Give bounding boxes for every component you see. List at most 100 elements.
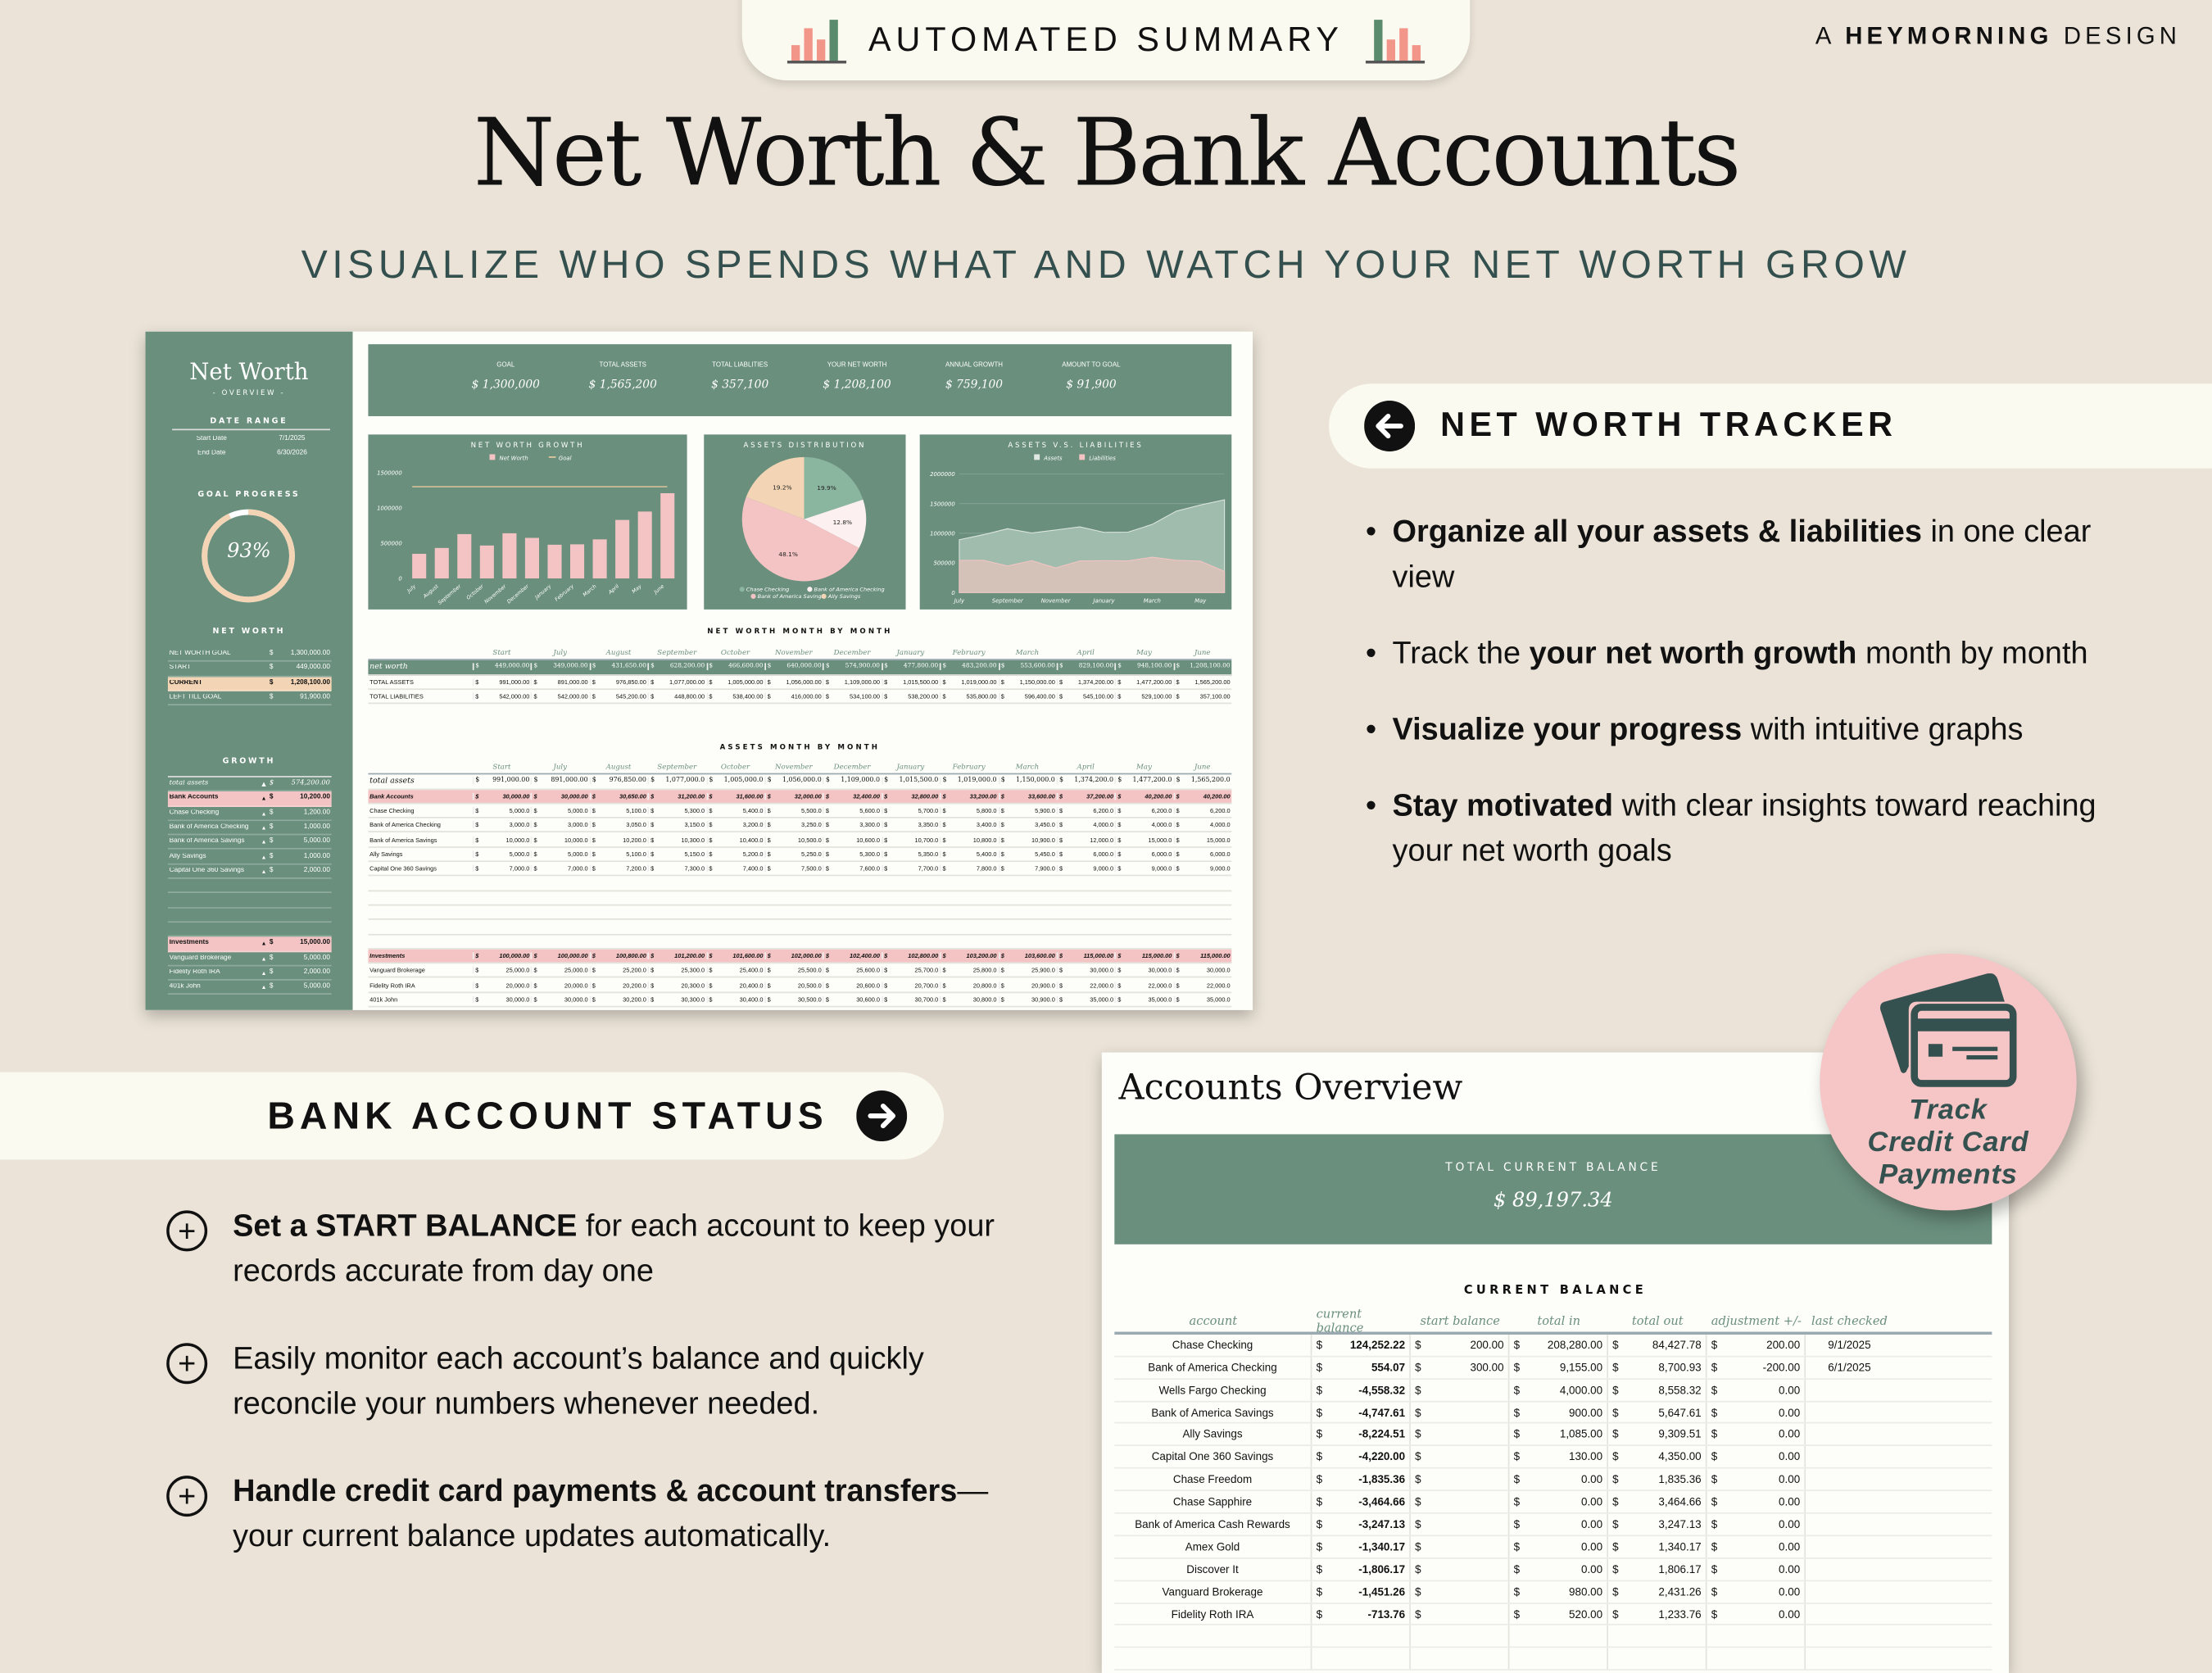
table-row bbox=[368, 877, 1232, 891]
table-cell: $5,100.0 bbox=[589, 850, 647, 858]
column-header[interactable]: last checked bbox=[1811, 1314, 1888, 1329]
currency-symbol: $ bbox=[1058, 678, 1063, 686]
currency-symbol: $ bbox=[709, 864, 713, 873]
legend-swatch bbox=[821, 593, 827, 599]
account-row[interactable]: Bank of America Checking $554.07 $300.00 $9… bbox=[1114, 1357, 1992, 1380]
cell-value: 545,100.00 bbox=[1083, 692, 1114, 700]
currency-symbol: $ bbox=[942, 995, 946, 1004]
account-row[interactable]: Ally Savings $ -8,224.51 $ $1,085.00 $9,309.5… bbox=[1114, 1424, 1992, 1447]
table-cell: $30,700.0 bbox=[881, 995, 940, 1004]
cell-value: 976,850.00 bbox=[615, 678, 646, 686]
currency-symbol: $ bbox=[1612, 1338, 1619, 1352]
table-cell: $10,000.0 bbox=[472, 836, 531, 844]
account-row[interactable]: Chase Freedom $ -1,835.36 $ $0.00 $1,835.36 $0… bbox=[1114, 1468, 1992, 1492]
account-cell: $2,431.26 bbox=[1608, 1580, 1707, 1603]
table-cell: $1,565,200.00 bbox=[1173, 678, 1231, 686]
column-header: June bbox=[1194, 762, 1211, 772]
legend-label: Bank of America Checking bbox=[814, 586, 885, 592]
table-cell: $102,400.00 bbox=[823, 952, 881, 959]
cell-value: 554.07 bbox=[1371, 1361, 1406, 1374]
up-arrow-icon: ▲ bbox=[261, 823, 267, 832]
cell-value: 115,000.00 bbox=[1200, 952, 1231, 959]
currency-symbol: $ bbox=[1176, 692, 1180, 700]
account-cell: Chase Freedom bbox=[1114, 1468, 1312, 1490]
cell-value: 3,250.0 bbox=[801, 821, 822, 829]
account-row[interactable]: Chase Checking $124,252.22 $200.00 $208,280… bbox=[1114, 1334, 1992, 1358]
account-cell: $ bbox=[1411, 1513, 1510, 1535]
account-row[interactable]: Wells Fargo Checking $ -4,558.32 $ $4,000.00… bbox=[1114, 1379, 1992, 1402]
account-row[interactable] bbox=[1114, 1625, 1992, 1648]
column-header: May bbox=[1136, 648, 1152, 657]
account-cell: $1,806.17 bbox=[1608, 1558, 1707, 1580]
account-row[interactable]: Bank of America Savings $ -4,747.61 $ $900.0… bbox=[1114, 1401, 1992, 1425]
account-cell: $0.00 bbox=[1707, 1580, 1806, 1603]
table-cell: $5,300.0 bbox=[823, 850, 881, 858]
sidebar-row: START $449,000.00 bbox=[167, 662, 332, 677]
row-label: Bank of America Savings bbox=[169, 838, 245, 846]
currency-symbol: $ bbox=[1711, 1405, 1718, 1419]
column-header[interactable]: total in bbox=[1537, 1314, 1581, 1329]
currency-symbol: $ bbox=[533, 692, 537, 700]
account-row[interactable]: Fidelity Roth IRA $ -713.76 $ $520.00 $1,233.… bbox=[1114, 1603, 1992, 1626]
column-header[interactable]: start balance bbox=[1420, 1314, 1500, 1329]
currency-symbol: $ bbox=[533, 864, 537, 873]
table-cell: $477,800.00 bbox=[881, 664, 940, 671]
row-label: CURRENT bbox=[169, 679, 203, 687]
account-row[interactable]: Capital One 360 Savings $ -4,220.00 $ $130.0… bbox=[1114, 1446, 1992, 1469]
currency-symbol: $ bbox=[1176, 678, 1180, 686]
account-row[interactable]: Discover It $ -1,806.17 $ $0.00 $1,806.17 $0.0… bbox=[1114, 1558, 1992, 1581]
up-arrow-icon: ▲ bbox=[261, 838, 267, 846]
kpi-annual-growth: ANNUAL GROWTH $ 759,100 bbox=[916, 344, 1033, 416]
currency-symbol: $ bbox=[1117, 967, 1122, 974]
table-cell: $416,000.00 bbox=[764, 692, 823, 700]
column-header[interactable]: current balance bbox=[1316, 1308, 1364, 1336]
account-row[interactable] bbox=[1114, 1648, 1992, 1671]
divider bbox=[167, 776, 332, 778]
column-header: August bbox=[605, 762, 632, 772]
cell-value: 32,400.00 bbox=[853, 792, 881, 800]
cell-value: 31,600.00 bbox=[736, 792, 764, 800]
column-header: December bbox=[833, 762, 871, 772]
account-row[interactable]: Bank of America Cash Rewards $ -3,247.13 $ $… bbox=[1114, 1513, 1992, 1537]
table-cell: $9,000.0 bbox=[1114, 864, 1173, 873]
currency-symbol: $ bbox=[1000, 864, 1004, 873]
currency-symbol: $ bbox=[1000, 821, 1004, 829]
x-tick-label: May bbox=[1194, 597, 1207, 604]
column-header[interactable]: total out bbox=[1631, 1314, 1684, 1329]
table-cell: $5,700.0 bbox=[881, 807, 940, 814]
cell-value: 4,000.0 bbox=[1151, 821, 1172, 829]
table-cell: $100,000.00 bbox=[472, 952, 531, 959]
table-row bbox=[368, 920, 1232, 935]
currency-symbol: $ bbox=[650, 807, 655, 814]
currency-symbol: $ bbox=[1000, 952, 1004, 959]
table-cell: $20,200.0 bbox=[589, 981, 647, 989]
column-header[interactable]: adjustment +/- bbox=[1711, 1314, 1802, 1329]
table-cell: $1,077,000.0 bbox=[647, 778, 706, 786]
column-header: April bbox=[1077, 648, 1095, 657]
sidebar-row: Vanguard Brokerage ▲ $5,000.00 bbox=[167, 952, 332, 967]
account-row[interactable]: Chase Sapphire $ -3,464.66 $ $0.00 $3,464.66 $… bbox=[1114, 1491, 1992, 1514]
assets-table-title: ASSETS MONTH BY MONTH bbox=[719, 743, 881, 752]
cell-value: 349,000.00 bbox=[553, 664, 588, 671]
account-cell: $0.00 bbox=[1707, 1379, 1806, 1401]
cell-value: -1,451.26 bbox=[1358, 1585, 1406, 1598]
goal-progress-value: 93% bbox=[227, 540, 271, 564]
account-row[interactable]: Vanguard Brokerage $ -1,451.26 $ $980.00 $2,4… bbox=[1114, 1580, 1992, 1604]
table-cell: $640,000.00 bbox=[764, 664, 823, 671]
account-cell: $5,647.61 bbox=[1608, 1401, 1707, 1423]
account-cell bbox=[1806, 1536, 1893, 1557]
currency-symbol: $ bbox=[533, 792, 537, 800]
currency-symbol: $ bbox=[269, 940, 274, 948]
account-cell bbox=[1509, 1625, 1609, 1648]
column-header: September bbox=[657, 648, 697, 657]
currency-symbol: $ bbox=[533, 664, 538, 671]
cell-value: 991,000.00 bbox=[492, 778, 530, 786]
cell-value: 448,800.00 bbox=[674, 692, 705, 700]
table-cell: $30,000.0 bbox=[472, 995, 531, 1004]
table-cell: $25,500.0 bbox=[764, 967, 823, 974]
net-worth-sheet-screenshot: Net Worth - OVERVIEW - DATE RANGE GOAL P… bbox=[145, 331, 1253, 1010]
account-row[interactable]: Amex Gold $ -1,340.17 $ $0.00 $1,340.17 $0.00 bbox=[1114, 1536, 1992, 1559]
currency-symbol: $ bbox=[650, 850, 655, 858]
column-header[interactable]: account bbox=[1189, 1314, 1238, 1329]
cell-value: 30,000.0 bbox=[1148, 967, 1172, 974]
